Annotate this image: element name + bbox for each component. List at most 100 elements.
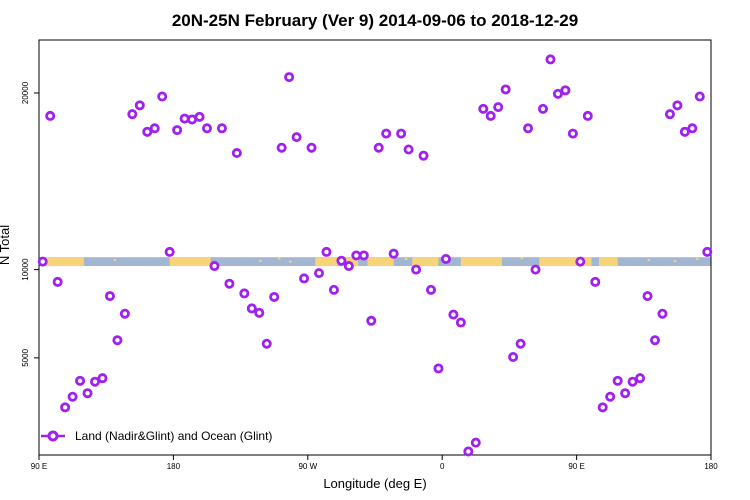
data-point — [142, 126, 153, 137]
land-speck — [277, 257, 281, 260]
data-point — [433, 363, 444, 374]
data-point — [485, 110, 496, 121]
data-point — [97, 373, 108, 384]
data-point — [284, 72, 295, 83]
data-point — [201, 123, 212, 134]
y-tick-label: 20000 — [21, 81, 30, 104]
data-point — [687, 123, 698, 134]
data-point — [455, 317, 466, 328]
land-patch — [460, 257, 502, 267]
data-point — [343, 261, 354, 272]
data-points — [37, 54, 713, 457]
data-point — [597, 402, 608, 413]
data-point — [605, 391, 616, 402]
data-point — [575, 256, 586, 267]
data-point — [179, 113, 190, 124]
data-point — [67, 391, 78, 402]
data-point — [463, 446, 474, 457]
data-point — [209, 261, 220, 272]
data-point — [164, 246, 175, 257]
data-point — [538, 103, 549, 114]
data-point — [52, 276, 63, 287]
data-point — [440, 253, 451, 264]
data-point — [157, 91, 168, 102]
data-point — [321, 246, 332, 257]
x-axis: 90 E 180 90 W 0 90 E 180 — [31, 455, 718, 471]
data-point — [276, 142, 287, 153]
x-axis-label: Longitude (deg E) — [323, 476, 426, 491]
chart-title: 20N-25N February (Ver 9) 2014-09-06 to 2… — [172, 11, 578, 30]
data-point — [500, 84, 511, 95]
data-point — [702, 246, 713, 257]
data-point — [112, 335, 123, 346]
data-point — [620, 388, 631, 399]
data-point — [291, 132, 302, 143]
data-point — [552, 88, 563, 99]
data-point — [366, 315, 377, 326]
data-point — [418, 150, 429, 161]
data-point — [567, 128, 578, 139]
legend: Land (Nadir&Glint) and Ocean (Glint) — [41, 429, 272, 443]
data-point — [679, 126, 690, 137]
data-point — [261, 338, 272, 349]
x-tick-label: 90 E — [31, 462, 47, 471]
data-point — [448, 309, 459, 320]
data-point — [82, 388, 93, 399]
data-point — [358, 250, 369, 261]
land-patch — [539, 257, 592, 267]
land-speck — [520, 257, 524, 260]
data-point — [560, 85, 571, 96]
data-point — [478, 103, 489, 114]
land-speck — [72, 257, 76, 260]
y-axis-label: N Total — [0, 225, 12, 265]
data-point — [635, 373, 646, 384]
data-point — [216, 123, 227, 134]
land-patch — [169, 257, 211, 267]
data-point — [90, 376, 101, 387]
land-patch — [367, 257, 394, 267]
land-speck — [259, 259, 262, 262]
data-point — [172, 125, 183, 136]
data-point — [545, 54, 556, 65]
data-point — [411, 264, 422, 275]
data-point — [239, 288, 250, 299]
data-point — [672, 100, 683, 111]
data-point — [127, 109, 138, 120]
data-point — [425, 284, 436, 295]
land-speck — [113, 258, 117, 261]
data-point — [194, 111, 205, 122]
data-point — [269, 291, 280, 302]
land-speck — [696, 257, 699, 260]
data-point — [590, 276, 601, 287]
data-point — [373, 142, 384, 153]
data-point — [396, 128, 407, 139]
y-axis: 5000 10000 20000 — [21, 81, 39, 367]
data-point — [694, 91, 705, 102]
land-patch — [315, 257, 338, 267]
legend-marker — [47, 430, 59, 442]
x-tick-label: 90 W — [298, 462, 317, 471]
data-point — [313, 268, 324, 279]
data-point — [612, 375, 623, 386]
data-point — [306, 142, 317, 153]
x-tick-label: 180 — [167, 462, 181, 471]
data-point — [403, 144, 414, 155]
data-point — [470, 437, 481, 448]
x-tick-label: 90 E — [568, 462, 584, 471]
data-point — [664, 109, 675, 120]
data-point — [650, 335, 661, 346]
data-point — [493, 102, 504, 113]
data-point — [104, 291, 115, 302]
data-point — [224, 278, 235, 289]
land-patch — [599, 257, 618, 267]
data-point — [508, 351, 519, 362]
land-speck — [647, 258, 651, 261]
data-point — [388, 248, 399, 259]
land-patch — [39, 257, 84, 267]
data-point — [75, 375, 86, 386]
data-point — [627, 376, 638, 387]
data-point — [523, 123, 534, 134]
data-point — [254, 307, 265, 318]
